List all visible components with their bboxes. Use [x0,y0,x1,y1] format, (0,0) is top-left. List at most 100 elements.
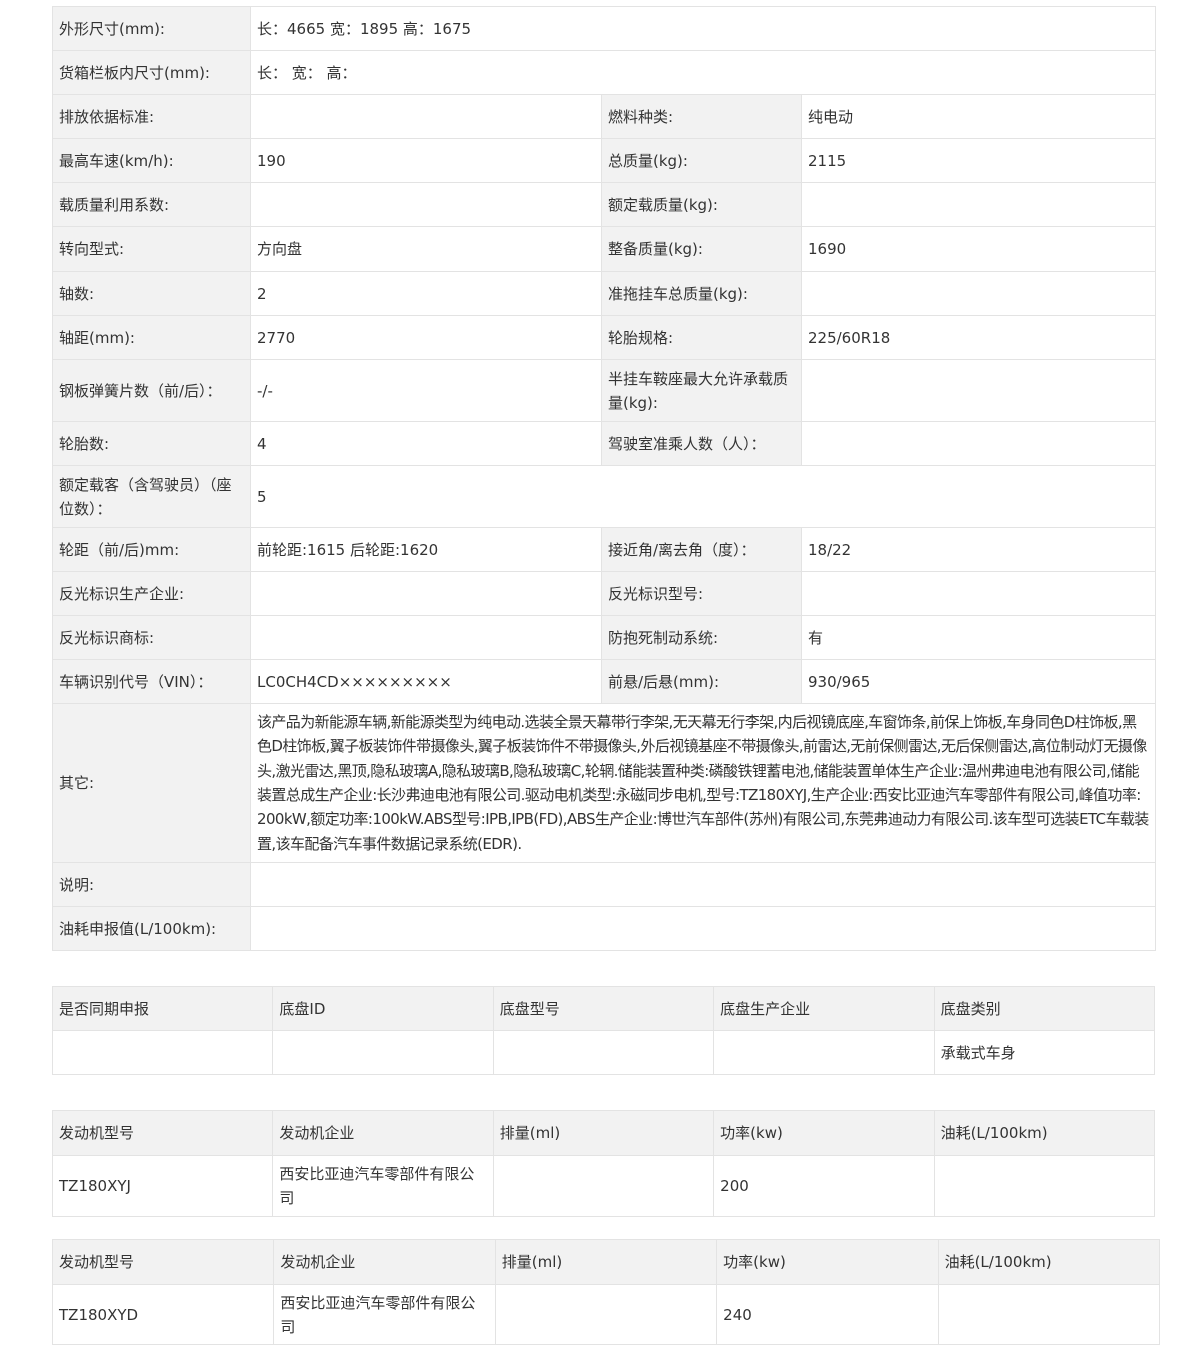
spec-label: 整备质量(kg): [601,226,802,272]
spec-row: 货箱栏板内尺寸(mm): 长： 宽： 高： [52,50,1156,95]
spec-label: 接近角/离去角（度）： [601,527,802,572]
spec-row: 轮胎数: 4 驾驶室准乘人数（人）： [52,421,1156,466]
spec-row: 最高车速(km/h): 190 总质量(kg): 2115 [52,138,1156,183]
spec-label: 总质量(kg): [601,138,802,183]
column-header: 发动机型号 [51,1239,275,1285]
spec-value: 长： 宽： 高： [250,50,1156,95]
spec-value [250,906,1156,951]
spec-value: 该产品为新能源车辆,新能源类型为纯电动.选装全景天幕带行李架,无天幕无行李架,内… [250,703,1156,863]
spec-row: 反光标识商标: 防抱死制动系统: 有 [52,615,1156,660]
spec-value [250,862,1156,907]
table-cell: TZ180XYD [51,1284,275,1345]
spec-label: 轴距(mm): [52,315,251,360]
column-header: 发动机企业 [273,1239,496,1285]
spec-value: 2 [250,271,602,316]
table-cell [713,1030,935,1075]
spec-row: 排放依据标准: 燃料种类: 纯电动 [52,94,1156,139]
spec-label: 准拖挂车总质量(kg): [601,271,802,316]
spec-label: 货箱栏板内尺寸(mm): [52,50,251,95]
spec-label: 额定载客（含驾驶员）（座位数）： [52,465,251,528]
spec-row: 其它: 该产品为新能源车辆,新能源类型为纯电动.选装全景天幕带行李架,无天幕无行李… [52,703,1156,863]
spec-label: 载质量利用系数: [52,182,251,227]
vehicle-spec-table: 外形尺寸(mm): 长：4665 宽：1895 高：1675 货箱栏板内尺寸(mm)… [52,6,1156,951]
table-cell: 承载式车身 [933,1030,1156,1075]
spec-label: 最高车速(km/h): [52,138,251,183]
column-header: 底盘ID [272,986,494,1031]
table-cell [492,1030,715,1075]
spec-label: 反光标识型号: [601,571,802,616]
column-header: 发动机型号 [51,1110,274,1156]
spec-label: 燃料种类: [601,94,802,139]
spec-value: -/- [250,359,602,422]
spec-value: 前轮距:1615 后轮距:1620 [250,527,602,572]
table-cell [51,1030,274,1075]
spec-value: 18/22 [801,527,1156,572]
column-header: 是否同期申报 [51,986,274,1031]
spec-value [801,182,1156,227]
spec-label: 轮胎规格: [601,315,802,360]
spec-row: 外形尺寸(mm): 长：4665 宽：1895 高：1675 [52,6,1156,51]
spec-row: 轴距(mm): 2770 轮胎规格: 225/60R18 [52,315,1156,360]
spec-row: 油耗申报值(L/100km): [52,906,1156,951]
spec-value [801,421,1156,466]
spec-row: 转向型式: 方向盘 整备质量(kg): 1690 [52,226,1156,272]
spec-label: 前悬/后悬(mm): [601,659,802,704]
chassis-table: 是否同期申报 底盘ID 底盘型号 底盘生产企业 底盘类别 承载式车身 [51,986,1156,1075]
engine-table-1: 发动机型号 发动机企业 排量(ml) 功率(kw) 油耗(L/100km) TZ180X… [51,1110,1156,1217]
table-cell: 西安比亚迪汽车零部件有限公司 [273,1284,496,1345]
table-cell [937,1284,1161,1345]
spec-value: 纯电动 [801,94,1156,139]
spec-value: 长：4665 宽：1895 高：1675 [250,6,1156,51]
column-header: 底盘类别 [933,986,1156,1031]
column-header: 排量(ml) [492,1110,715,1156]
column-header: 排量(ml) [494,1239,718,1285]
spec-label: 轮胎数: [52,421,251,466]
column-header: 油耗(L/100km) [933,1110,1156,1156]
spec-value: 有 [801,615,1156,660]
spec-value [250,94,602,139]
spec-value: 190 [250,138,602,183]
spec-label: 防抱死制动系统: [601,615,802,660]
spec-value: 930/965 [801,659,1156,704]
table-cell: 200 [713,1155,935,1217]
spec-label: 反光标识生产企业: [52,571,251,616]
spec-label: 驾驶室准乘人数（人）： [601,421,802,466]
table-cell [492,1155,715,1217]
spec-label: 轴数: [52,271,251,316]
spec-label: 钢板弹簧片数（前/后）： [52,359,251,422]
column-header: 油耗(L/100km) [937,1239,1161,1285]
spec-value [801,271,1156,316]
table-cell: 西安比亚迪汽车零部件有限公司 [272,1155,494,1217]
spec-label: 轮距（前/后)mm: [52,527,251,572]
spec-row: 轴数: 2 准拖挂车总质量(kg): [52,271,1156,316]
table-cell: 240 [716,1284,939,1345]
spec-row: 额定载客（含驾驶员）（座位数）： 5 [52,465,1156,528]
spec-value: 2115 [801,138,1156,183]
table-cell [933,1155,1156,1217]
spec-value [250,615,602,660]
spec-label: 说明: [52,862,251,907]
column-header: 功率(kw) [716,1239,939,1285]
spec-value: 1690 [801,226,1156,272]
spec-value: LC0CH4CD××××××××× [250,659,602,704]
spec-value: 4 [250,421,602,466]
spec-value: 5 [250,465,1156,528]
spec-row: 说明: [52,862,1156,907]
spec-row: 载质量利用系数: 额定载质量(kg): [52,182,1156,227]
spec-value: 方向盘 [250,226,602,272]
spec-label: 额定载质量(kg): [601,182,802,227]
spec-value [801,359,1156,422]
column-header: 底盘生产企业 [713,986,935,1031]
spec-label: 油耗申报值(L/100km): [52,906,251,951]
table-cell [494,1284,718,1345]
spec-value [250,182,602,227]
spec-value [801,571,1156,616]
engine-table-2: 发动机型号 发动机企业 排量(ml) 功率(kw) 油耗(L/100km) TZ180X… [51,1239,1161,1345]
spec-label: 车辆识别代号（VIN）： [52,659,251,704]
table-cell [272,1030,494,1075]
spec-row: 钢板弹簧片数（前/后）： -/- 半挂车鞍座最大允许承载质量(kg): [52,359,1156,422]
column-header: 发动机企业 [272,1110,494,1156]
spec-label: 其它: [52,703,251,863]
column-header: 底盘型号 [492,986,715,1031]
spec-value: 2770 [250,315,602,360]
